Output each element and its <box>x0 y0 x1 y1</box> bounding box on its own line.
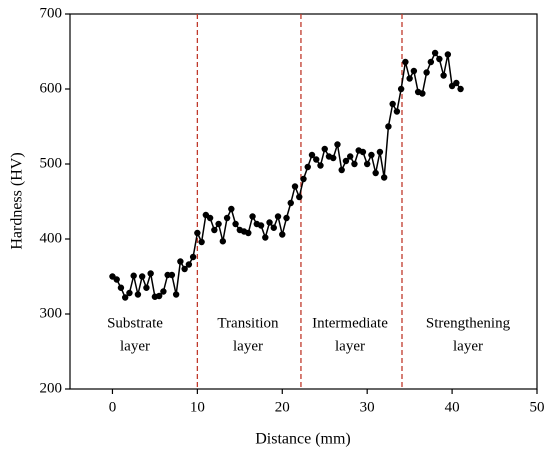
data-point <box>189 253 197 261</box>
data-point <box>300 175 307 183</box>
data-point <box>427 58 435 66</box>
data-point <box>406 75 413 82</box>
data-point <box>317 162 324 169</box>
data-point <box>431 49 439 57</box>
data-point <box>397 85 405 93</box>
x-tick-label: 50 <box>530 399 545 415</box>
data-point <box>228 205 235 213</box>
data-point <box>181 265 188 273</box>
data-point <box>457 85 464 93</box>
data-point <box>347 153 354 160</box>
region-label: layer <box>120 338 150 354</box>
x-tick-label: 40 <box>445 399 460 415</box>
data-point <box>296 193 303 201</box>
data-point <box>113 276 120 283</box>
data-point <box>168 271 176 279</box>
data-point <box>385 123 392 130</box>
data-point <box>223 214 231 222</box>
data-point <box>270 224 277 231</box>
data-point <box>160 288 167 295</box>
data-point <box>245 229 252 237</box>
data-point <box>342 157 350 165</box>
data-point <box>219 238 227 245</box>
data-point <box>172 291 180 298</box>
data-point <box>249 213 256 220</box>
data-point <box>283 214 290 222</box>
data-point <box>274 213 282 220</box>
data-point <box>304 163 311 171</box>
data-point <box>334 141 341 148</box>
region-label: Strengthening <box>426 315 511 331</box>
data-point <box>453 79 460 87</box>
data-point <box>134 291 142 298</box>
data-point <box>194 229 201 237</box>
data-point <box>177 258 184 265</box>
data-point <box>423 69 430 76</box>
data-point <box>206 214 214 222</box>
data-point <box>291 183 299 190</box>
data-point <box>185 261 193 268</box>
data-point <box>351 160 358 168</box>
x-tick-label: 20 <box>275 399 290 415</box>
data-point <box>338 166 345 174</box>
data-point <box>279 231 286 238</box>
y-tick-label: 200 <box>40 380 63 396</box>
region-label: Substrate <box>107 315 163 331</box>
data-point <box>389 100 396 108</box>
data-point <box>393 108 401 115</box>
data-point <box>198 238 205 246</box>
data-point <box>376 148 384 156</box>
region-label: layer <box>233 338 263 354</box>
plot-frame <box>69 13 538 390</box>
region-label: layer <box>335 338 365 354</box>
data-point <box>440 72 447 79</box>
data-point <box>363 160 371 168</box>
data-point <box>147 270 154 277</box>
data-point <box>126 289 133 297</box>
y-tick-label: 600 <box>40 80 63 96</box>
data-point <box>155 292 163 300</box>
data-point <box>410 67 418 75</box>
x-tick-label: 10 <box>190 399 205 415</box>
y-tick-label: 400 <box>40 230 63 246</box>
data-point <box>380 174 388 181</box>
data-point <box>444 51 452 58</box>
data-point <box>419 90 426 97</box>
region-label: layer <box>453 338 483 354</box>
data-point <box>232 220 239 228</box>
data-point <box>287 199 294 207</box>
data-point <box>313 156 320 163</box>
data-point <box>372 169 379 177</box>
data-point <box>211 226 218 234</box>
data-point <box>130 272 137 279</box>
data-point <box>368 151 375 159</box>
data-point <box>402 58 409 66</box>
region-label: Transition <box>217 315 279 331</box>
data-point <box>321 145 328 153</box>
y-tick-label: 700 <box>40 5 63 21</box>
data-point <box>436 55 443 63</box>
data-line <box>112 51 462 299</box>
y-axis-label: Hardness (HV) <box>9 152 26 249</box>
data-point <box>266 219 273 226</box>
data-point <box>330 154 337 162</box>
data-point <box>257 222 265 229</box>
data-point <box>262 234 269 241</box>
data-point <box>117 284 125 291</box>
y-tick-label: 500 <box>40 155 63 171</box>
data-point <box>138 273 146 280</box>
data-point <box>121 294 129 301</box>
data-point <box>215 220 222 228</box>
x-tick-label: 0 <box>109 399 117 415</box>
region-label: Intermediate <box>312 315 388 331</box>
y-tick-label: 300 <box>40 305 63 321</box>
data-point <box>308 151 316 159</box>
x-tick-label: 30 <box>360 399 375 415</box>
data-point <box>359 148 367 156</box>
data-point <box>143 284 150 291</box>
x-axis-label: Distance (mm) <box>255 431 351 448</box>
